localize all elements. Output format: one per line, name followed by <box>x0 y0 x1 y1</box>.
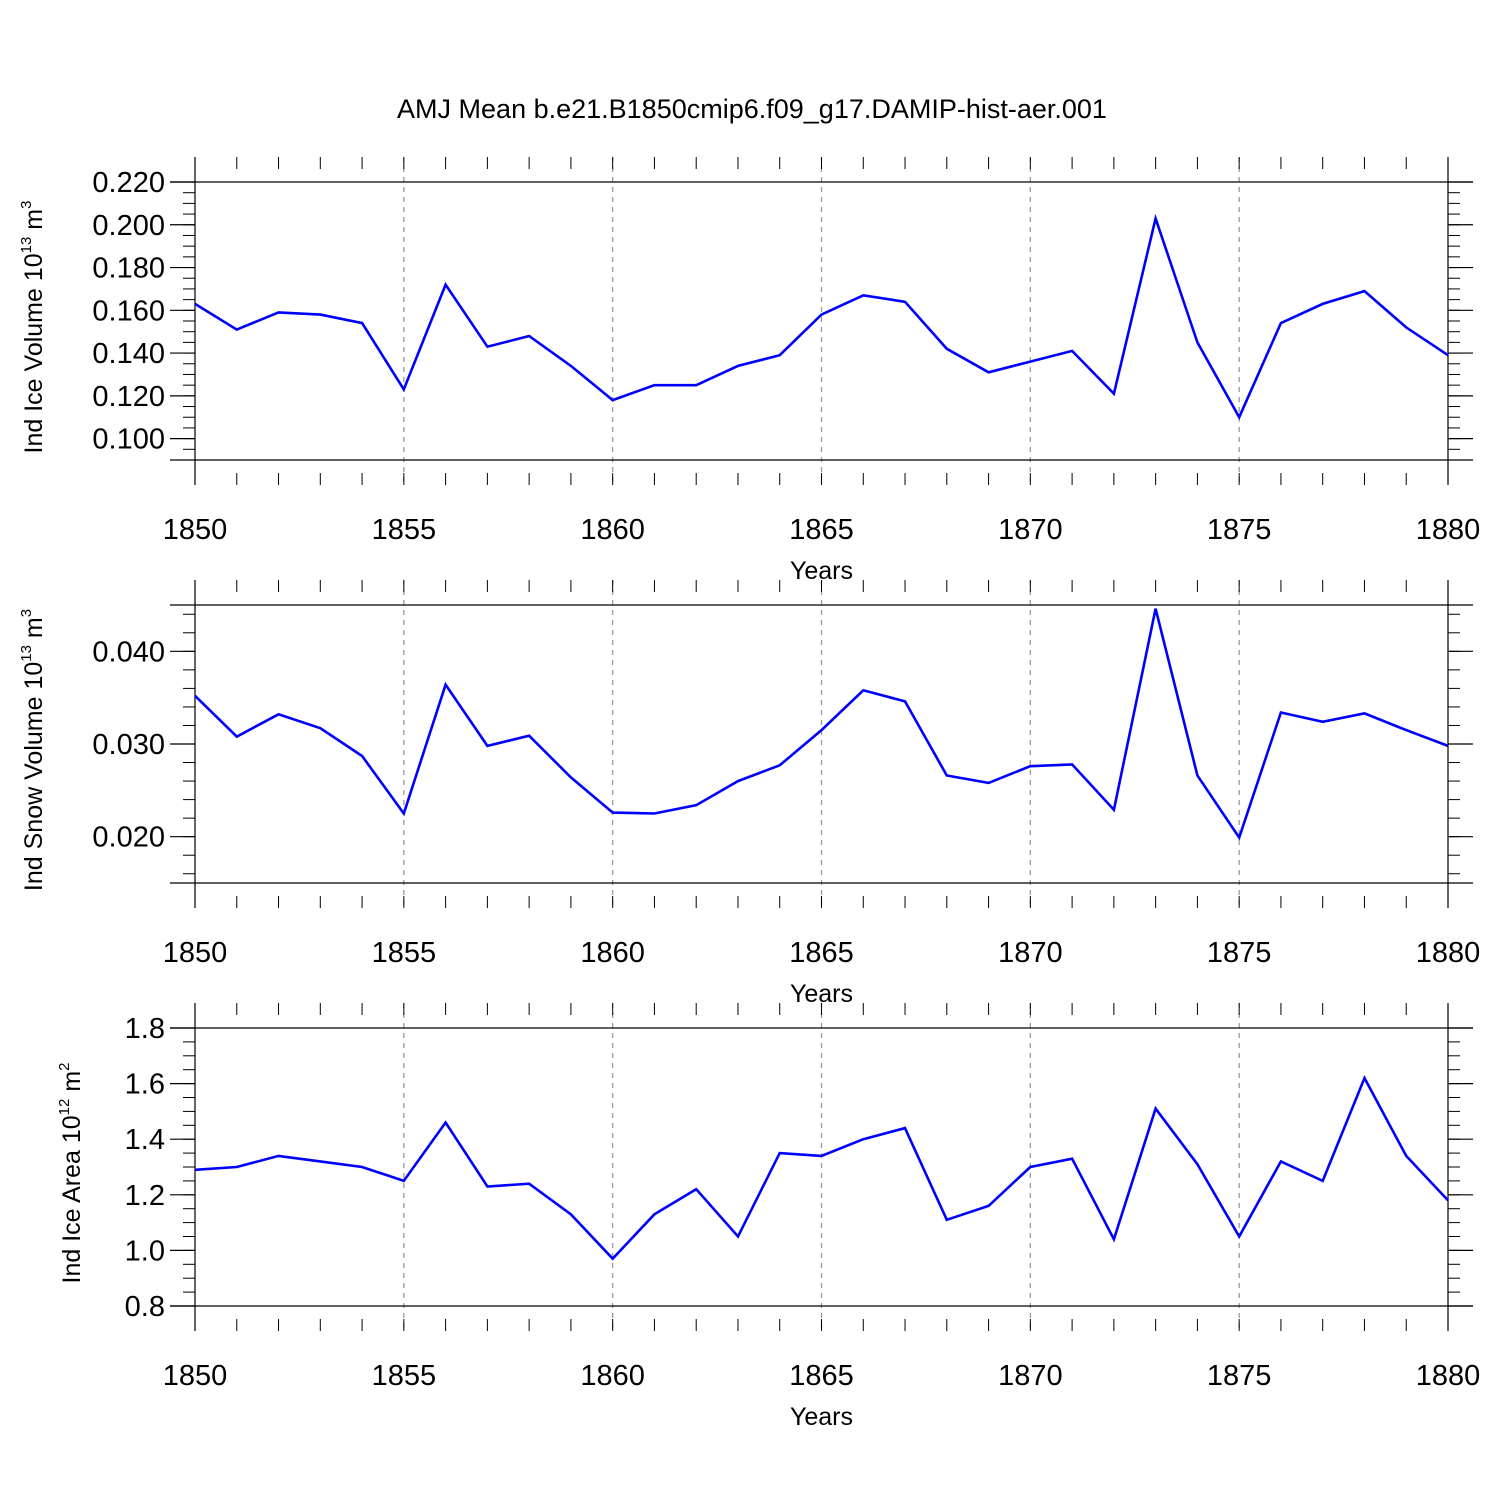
y-tick-label: 0.160 <box>92 295 165 327</box>
x-tick-label: 1855 <box>372 937 437 969</box>
y-label-unit-exponent: 3 <box>18 609 35 617</box>
panel-1: 0.100 0.120 0.140 0.160 0.180 0.200 0.220 1850 1… <box>18 157 1480 585</box>
x-tick-label: 1875 <box>1207 514 1272 546</box>
x-tick-label: 1850 <box>163 937 228 969</box>
y-label-exponent: 13 <box>18 237 35 254</box>
panel-2: 0.020 0.030 0.040 1850 1855 1860 1865 1870 1875 1… <box>18 580 1480 1008</box>
y-label-text: Ind Ice Volume 10 <box>20 253 48 453</box>
x-tick-label: 1865 <box>789 937 854 969</box>
x-tick-label: 1855 <box>372 514 437 546</box>
y-tick-label: 0.200 <box>92 210 165 242</box>
y-tick-label: 0.120 <box>92 381 165 413</box>
y-label-unit: m <box>20 209 48 237</box>
x-tick-label: 1865 <box>789 1360 854 1392</box>
x-tick-label: 1860 <box>580 1360 645 1392</box>
x-tick-label: 1880 <box>1416 1360 1481 1392</box>
y-label-unit-exponent: 2 <box>56 1063 73 1071</box>
x-tick-label: 1860 <box>580 514 645 546</box>
series-line <box>194 1074 1449 1261</box>
y-label-unit: m <box>58 1071 86 1099</box>
x-tick-label: 1875 <box>1207 1360 1272 1392</box>
y-axis-label: Ind Ice Volume 1013 m3 <box>18 201 48 454</box>
x-tick-label: 1870 <box>998 937 1063 969</box>
y-tick-label: 0.030 <box>92 729 165 761</box>
series-line <box>194 213 1449 421</box>
y-label-exponent: 13 <box>18 645 35 662</box>
y-tick-label: 0.140 <box>92 338 165 370</box>
x-tick-label: 1850 <box>163 514 228 546</box>
x-tick-label: 1850 <box>163 1360 228 1392</box>
x-tick-label: 1855 <box>372 1360 437 1392</box>
x-tick-label: 1870 <box>998 514 1063 546</box>
y-label-exponent: 12 <box>56 1099 73 1116</box>
x-tick-label: 1870 <box>998 1360 1063 1392</box>
y-tick-label: 0.180 <box>92 253 165 285</box>
y-tick-label: 0.8 <box>125 1291 165 1323</box>
series-line <box>194 608 1449 841</box>
x-tick-label: 1860 <box>580 937 645 969</box>
y-tick-label: 0.020 <box>92 822 165 854</box>
y-label-text: Ind Ice Area 10 <box>58 1115 86 1283</box>
y-axis-label: Ind Ice Area 1012 m2 <box>56 1063 86 1284</box>
chart-title: AMJ Mean b.e21.B1850cmip6.f09_g17.DAMIP-… <box>397 94 1107 124</box>
x-tick-label: 1875 <box>1207 937 1272 969</box>
y-tick-label: 1.0 <box>125 1235 165 1267</box>
panel-3: 0.8 1.0 1.2 1.4 1.6 1.8 1850 1855 1860 1865 1870 18… <box>56 1003 1480 1431</box>
y-tick-label: 0.040 <box>92 636 165 668</box>
y-tick-label: 0.100 <box>92 424 165 456</box>
x-axis-label: Years <box>790 1403 853 1431</box>
x-tick-label: 1880 <box>1416 937 1481 969</box>
y-axis-label: Ind Snow Volume 1013 m3 <box>18 609 48 891</box>
y-label-unit: m <box>20 617 48 645</box>
y-tick-label: 1.8 <box>125 1013 165 1045</box>
y-label-text: Ind Snow Volume 10 <box>20 662 48 891</box>
y-tick-label: 1.4 <box>125 1124 165 1156</box>
x-tick-label: 1865 <box>789 514 854 546</box>
y-tick-label: 1.6 <box>125 1069 165 1101</box>
panels: 0.100 0.120 0.140 0.160 0.180 0.200 0.220 1850 1… <box>18 157 1480 1431</box>
y-label-unit-exponent: 3 <box>18 201 35 209</box>
y-tick-label: 1.2 <box>125 1180 165 1212</box>
x-tick-label: 1880 <box>1416 514 1481 546</box>
y-tick-label: 0.220 <box>92 167 165 199</box>
